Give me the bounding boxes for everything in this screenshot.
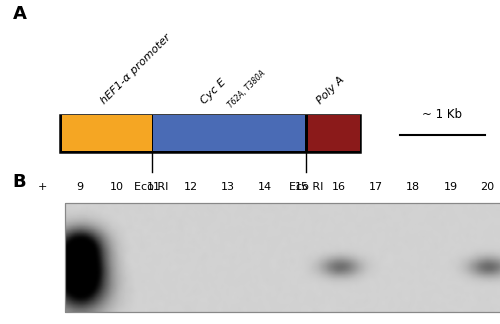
Text: 10: 10: [110, 182, 124, 192]
Text: 15: 15: [295, 182, 309, 192]
Text: 12: 12: [184, 182, 198, 192]
Text: 11: 11: [147, 182, 161, 192]
Text: Eco RI: Eco RI: [134, 182, 168, 192]
Text: 9: 9: [76, 182, 83, 192]
Text: Cyc E: Cyc E: [198, 77, 228, 106]
Text: Poly A: Poly A: [315, 75, 346, 106]
Bar: [153, 115, 304, 151]
Text: 17: 17: [369, 182, 384, 192]
Text: 18: 18: [406, 182, 420, 192]
Text: 19: 19: [444, 182, 458, 192]
Text: 13: 13: [221, 182, 235, 192]
Text: Eco RI: Eco RI: [289, 182, 323, 192]
Bar: [62, 115, 152, 151]
Text: hEF1-α promoter: hEF1-α promoter: [98, 32, 172, 106]
Text: T62A, T380A: T62A, T380A: [226, 68, 268, 110]
Text: 14: 14: [258, 182, 272, 192]
Text: +: +: [38, 182, 47, 192]
Bar: [64, 203, 500, 312]
Text: ~ 1 Kb: ~ 1 Kb: [422, 108, 463, 121]
Bar: [64, 203, 500, 312]
Text: B: B: [12, 173, 26, 191]
Text: 16: 16: [332, 182, 346, 192]
Text: 20: 20: [480, 182, 494, 192]
Bar: [308, 115, 360, 151]
Text: A: A: [12, 5, 26, 23]
Bar: [60, 115, 360, 152]
